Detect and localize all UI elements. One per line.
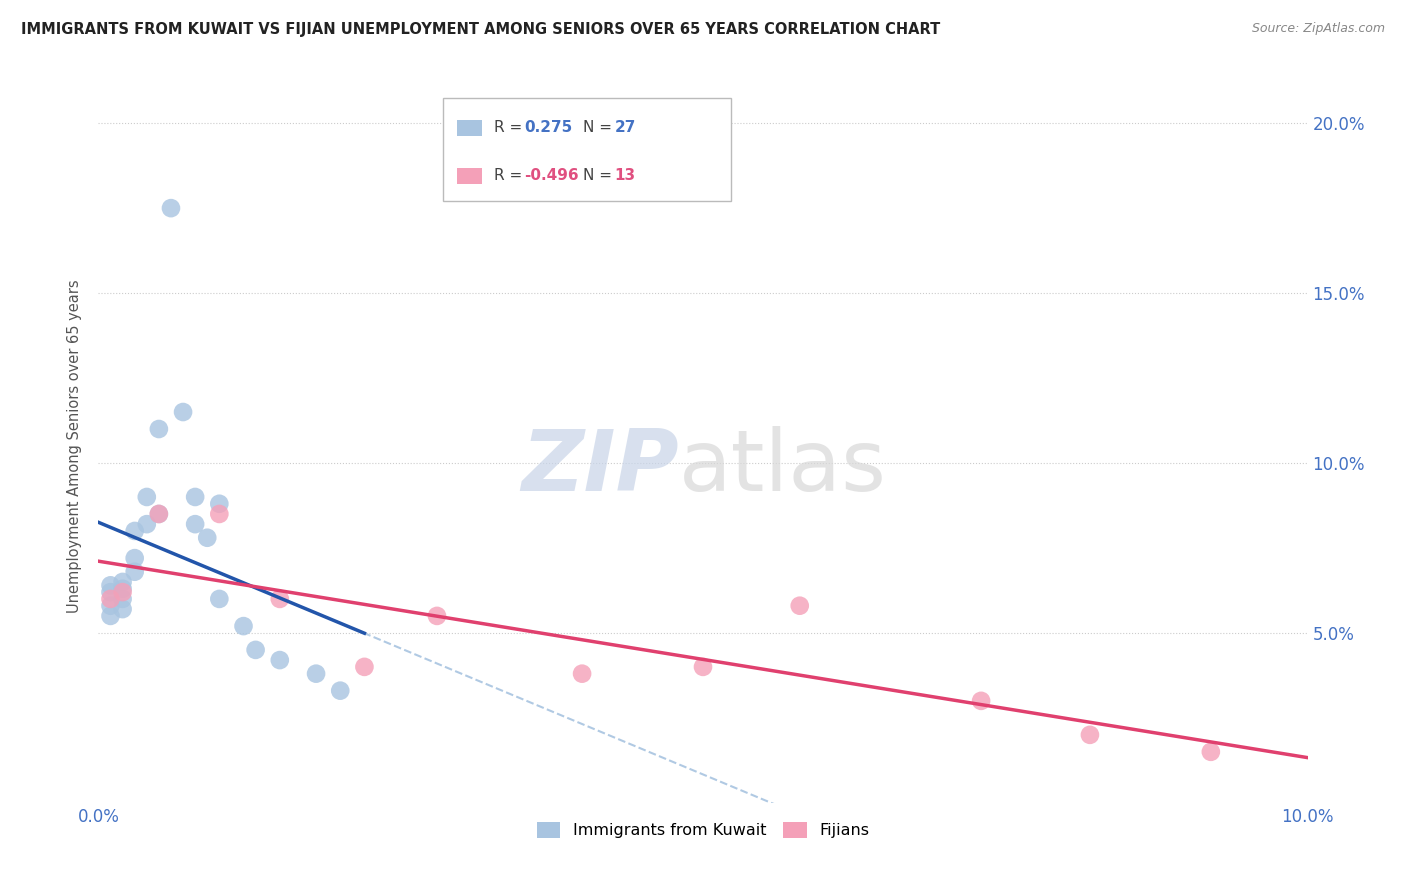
Point <box>124 565 146 579</box>
Point <box>195 531 218 545</box>
Point <box>111 602 134 616</box>
Point <box>100 578 122 592</box>
Point <box>124 551 146 566</box>
Point <box>426 608 449 623</box>
Point <box>124 524 146 538</box>
Point <box>184 490 207 504</box>
Point <box>245 643 267 657</box>
Point <box>208 591 231 606</box>
Text: IMMIGRANTS FROM KUWAIT VS FIJIAN UNEMPLOYMENT AMONG SENIORS OVER 65 YEARS CORREL: IMMIGRANTS FROM KUWAIT VS FIJIAN UNEMPLO… <box>21 22 941 37</box>
Y-axis label: Unemployment Among Seniors over 65 years: Unemployment Among Seniors over 65 years <box>67 279 83 613</box>
Text: R =: R = <box>494 120 527 136</box>
Text: 13: 13 <box>614 169 636 184</box>
Text: N =: N = <box>583 169 617 184</box>
Point <box>208 507 231 521</box>
Point <box>269 653 291 667</box>
Point <box>305 666 328 681</box>
Point <box>135 517 157 532</box>
Text: ZIP: ZIP <box>522 425 679 509</box>
Text: N =: N = <box>583 120 617 136</box>
Point <box>148 507 170 521</box>
Point <box>148 507 170 521</box>
Point <box>1078 728 1101 742</box>
Legend: Immigrants from Kuwait, Fijians: Immigrants from Kuwait, Fijians <box>530 815 876 845</box>
Point <box>269 591 291 606</box>
Point <box>232 619 254 633</box>
Point <box>172 405 194 419</box>
Text: Source: ZipAtlas.com: Source: ZipAtlas.com <box>1251 22 1385 36</box>
Point <box>111 574 134 589</box>
Point <box>184 517 207 532</box>
Point <box>100 608 122 623</box>
Point <box>135 490 157 504</box>
Point <box>970 694 993 708</box>
Text: atlas: atlas <box>679 425 887 509</box>
Point <box>571 666 593 681</box>
Point <box>148 422 170 436</box>
Point <box>1199 745 1222 759</box>
Text: 27: 27 <box>614 120 636 136</box>
Point <box>100 591 122 606</box>
Point <box>111 591 134 606</box>
Point <box>100 585 122 599</box>
Text: R =: R = <box>494 169 527 184</box>
Point <box>329 683 352 698</box>
Point <box>208 497 231 511</box>
Point <box>789 599 811 613</box>
Point <box>692 660 714 674</box>
Point <box>160 201 183 215</box>
Text: 0.275: 0.275 <box>524 120 572 136</box>
Point <box>353 660 375 674</box>
Point <box>111 585 134 599</box>
Point <box>100 599 122 613</box>
Point <box>111 582 134 596</box>
Text: -0.496: -0.496 <box>524 169 579 184</box>
